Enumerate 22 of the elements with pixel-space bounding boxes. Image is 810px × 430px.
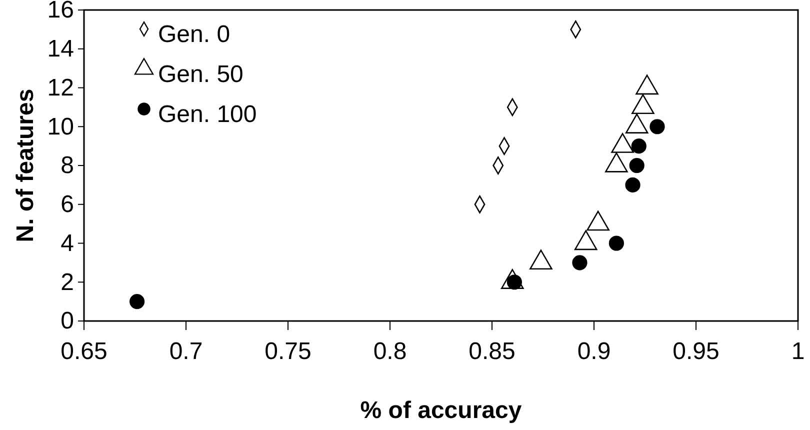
y-tick-label: 2 — [60, 268, 74, 296]
y-tick-label: 6 — [60, 191, 74, 218]
x-tick-label: 0.7 — [169, 338, 203, 366]
legend-label: Gen. 50 — [158, 61, 244, 88]
x-tick-label: 0.75 — [264, 338, 312, 366]
x-tick-label: 0.8 — [373, 338, 407, 366]
y-tick-label: 10 — [47, 113, 74, 140]
y-tick-label: 16 — [47, 0, 74, 24]
y-tick-label: 14 — [47, 36, 74, 63]
x-tick-label: 0.9 — [577, 338, 611, 366]
y-tick-label: 4 — [60, 230, 74, 257]
x-tick-label: 1 — [791, 338, 805, 366]
x-tick-label: 0.95 — [672, 338, 720, 366]
y-axis-title: N. of features — [12, 88, 39, 242]
legend-label: Gen. 100 — [158, 101, 257, 128]
x-tick-label: 0.85 — [468, 338, 516, 366]
y-tick-label: 0 — [60, 308, 74, 335]
x-tick-label: 0.65 — [60, 338, 108, 366]
y-tick-label: 12 — [47, 74, 74, 102]
x-axis-title: % of accuracy — [360, 397, 522, 424]
legend-label: Gen. 0 — [158, 21, 230, 48]
y-tick-label: 8 — [60, 152, 74, 180]
